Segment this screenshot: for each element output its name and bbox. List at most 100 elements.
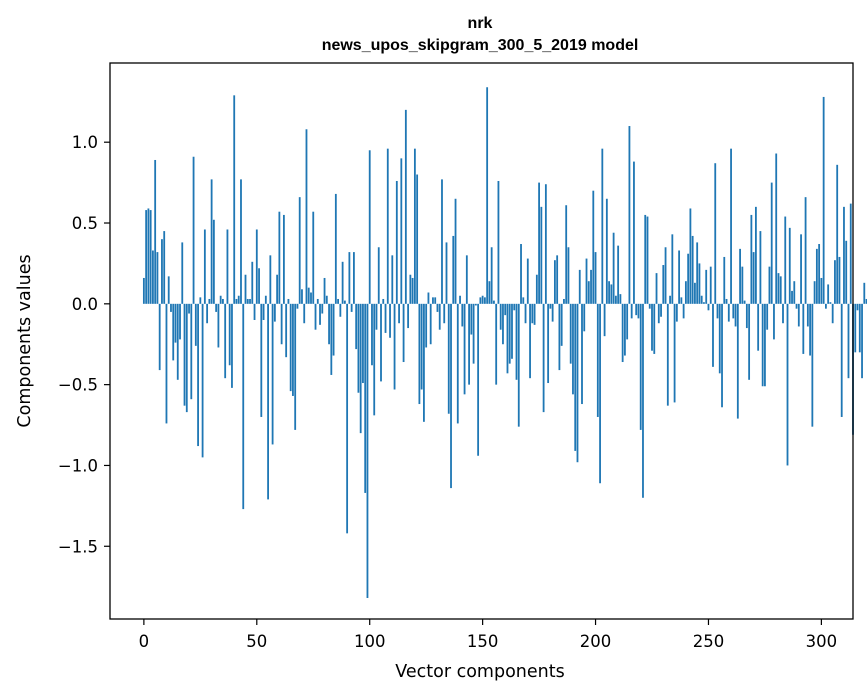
- bar: [154, 159, 157, 304]
- bar: [637, 303, 640, 319]
- bar: [583, 303, 586, 332]
- bar: [488, 281, 491, 304]
- bar: [237, 295, 240, 304]
- bar: [341, 261, 344, 304]
- bar: [601, 148, 604, 304]
- bar: [840, 303, 843, 417]
- bar: [289, 303, 292, 392]
- bar: [666, 303, 669, 406]
- y-tick-label: 0.5: [72, 214, 98, 233]
- bar: [698, 263, 701, 304]
- bar: [531, 303, 534, 324]
- bar: [680, 297, 683, 304]
- bar: [233, 95, 236, 304]
- bar: [319, 303, 321, 325]
- bar: [707, 303, 710, 311]
- bar: [576, 303, 579, 463]
- bar: [382, 298, 385, 304]
- bar: [599, 303, 601, 484]
- bar: [648, 303, 651, 309]
- bar: [185, 303, 188, 413]
- bars: [142, 87, 867, 598]
- bar: [463, 303, 466, 395]
- bar: [551, 303, 554, 322]
- bar: [788, 227, 791, 304]
- bar: [795, 303, 798, 309]
- bar: [339, 303, 342, 317]
- bar: [203, 229, 206, 304]
- bar: [660, 303, 662, 317]
- bar: [364, 303, 367, 493]
- bar: [517, 303, 520, 427]
- bar: [328, 303, 330, 345]
- bar: [323, 277, 326, 304]
- bar: [535, 274, 538, 304]
- bar: [481, 295, 484, 304]
- bar: [255, 229, 258, 304]
- bar: [538, 182, 540, 304]
- bar: [294, 303, 297, 430]
- bar: [402, 303, 405, 363]
- bar: [179, 303, 181, 340]
- bar: [544, 184, 547, 304]
- bar: [657, 303, 660, 324]
- bar: [357, 303, 360, 393]
- bar: [452, 235, 455, 304]
- bar: [321, 303, 324, 314]
- bar: [152, 250, 154, 304]
- bar: [161, 239, 163, 304]
- bar: [732, 303, 735, 319]
- bar: [709, 266, 712, 304]
- bar: [468, 303, 470, 385]
- bar: [556, 255, 559, 304]
- bar: [199, 297, 202, 304]
- bar: [434, 297, 437, 304]
- bar: [804, 197, 807, 304]
- bar: [820, 277, 823, 304]
- bar: [359, 303, 362, 434]
- bar: [845, 240, 848, 304]
- bar: [675, 303, 678, 322]
- chart-subtitle: news_upos_skipgram_300_5_2019 model: [322, 37, 639, 54]
- bar: [353, 252, 355, 304]
- bar: [628, 126, 631, 304]
- bar: [355, 303, 358, 350]
- bar: [436, 303, 439, 312]
- bar: [158, 303, 161, 371]
- bar: [296, 303, 299, 309]
- bar: [240, 179, 242, 304]
- bar: [163, 231, 166, 304]
- bar: [684, 281, 687, 304]
- bar: [432, 297, 434, 304]
- bar: [797, 303, 800, 327]
- bar: [228, 303, 231, 366]
- bar: [285, 303, 288, 358]
- bar: [244, 274, 247, 304]
- bar: [251, 261, 254, 304]
- bar: [407, 303, 410, 329]
- bar: [413, 148, 416, 304]
- bar: [425, 303, 428, 348]
- bar: [838, 256, 841, 304]
- chart-title: nrk: [468, 15, 493, 32]
- bar: [316, 298, 319, 304]
- bar: [301, 289, 303, 304]
- bar: [723, 256, 726, 304]
- bar: [596, 303, 599, 417]
- bar: [511, 303, 513, 359]
- bar: [172, 303, 175, 361]
- bar: [389, 303, 391, 338]
- bar: [210, 179, 213, 304]
- bar: [802, 303, 805, 354]
- bar: [348, 252, 351, 304]
- bar: [183, 303, 186, 406]
- bar: [644, 214, 647, 304]
- bar: [445, 242, 448, 304]
- bar: [522, 297, 525, 304]
- bar: [474, 303, 477, 306]
- bar: [782, 303, 784, 324]
- bar: [682, 303, 685, 319]
- y-tick-label: −0.5: [58, 376, 98, 395]
- bar: [834, 260, 836, 304]
- bar: [174, 303, 177, 343]
